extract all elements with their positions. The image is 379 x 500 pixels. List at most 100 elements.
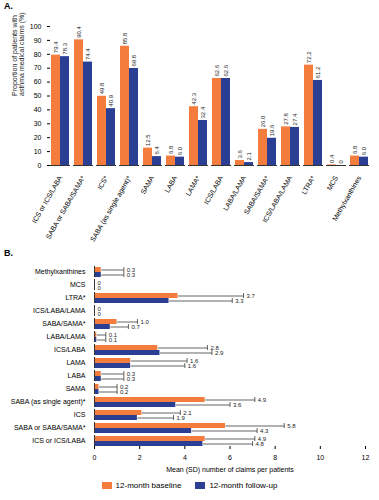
svg-text:SABA or SABA/SAMA*: SABA or SABA/SAMA* xyxy=(14,424,86,431)
svg-text:0: 0 xyxy=(338,160,344,164)
svg-text:4: 4 xyxy=(183,454,187,461)
svg-text:6.4: 6.4 xyxy=(154,146,160,155)
svg-text:4.9: 4.9 xyxy=(258,397,267,403)
svg-text:0.1: 0.1 xyxy=(109,337,118,343)
svg-text:74.4: 74.4 xyxy=(85,48,91,60)
svg-text:LABA/LAMA: LABA/LAMA xyxy=(222,174,248,211)
svg-text:LAMA*: LAMA* xyxy=(184,174,201,197)
svg-text:0.4: 0.4 xyxy=(329,154,335,163)
svg-text:ICS*: ICS* xyxy=(96,174,109,190)
svg-text:LABA/LAMA: LABA/LAMA xyxy=(47,333,86,340)
html-text:12-month follow-up: 12-month follow-up xyxy=(209,480,278,490)
svg-text:70: 70 xyxy=(34,64,42,71)
svg-text:Mean (SD) number of claims per: Mean (SD) number of claims per patients xyxy=(166,466,294,474)
svg-text:LAMA: LAMA xyxy=(66,359,85,366)
svg-text:ICS/LABA/LAMA: ICS/LABA/LAMA xyxy=(33,307,86,314)
svg-text:ICS/LABA/LAMA: ICS/LABA/LAMA xyxy=(261,174,293,223)
html-text:A.: A. xyxy=(4,1,13,11)
svg-text:80: 80 xyxy=(34,51,42,58)
svg-text:62.6: 62.6 xyxy=(223,64,229,76)
svg-text:12.5: 12.5 xyxy=(145,134,151,146)
svg-text:42.3: 42.3 xyxy=(191,92,197,104)
svg-text:LABA: LABA xyxy=(68,372,86,379)
svg-text:19.6: 19.6 xyxy=(269,124,275,136)
svg-text:ICS or ICS/LABA: ICS or ICS/LABA xyxy=(32,437,86,444)
svg-text:10: 10 xyxy=(316,454,324,461)
svg-text:6: 6 xyxy=(228,454,232,461)
svg-text:69.8: 69.8 xyxy=(131,54,137,66)
svg-text:78.3: 78.3 xyxy=(62,42,68,54)
html-text:12-month baseline: 12-month baseline xyxy=(115,480,182,490)
svg-text:26.0: 26.0 xyxy=(260,115,266,127)
svg-text:100: 100 xyxy=(30,23,42,30)
svg-text:8: 8 xyxy=(273,454,277,461)
svg-text:3.6: 3.6 xyxy=(237,149,243,158)
svg-text:27.8: 27.8 xyxy=(283,113,289,125)
svg-text:MCS: MCS xyxy=(70,281,86,288)
svg-text:ICS: ICS xyxy=(74,411,86,418)
svg-text:85.8: 85.8 xyxy=(122,32,128,44)
svg-text:SABA or SABA/SAMA*: SABA or SABA/SAMA* xyxy=(44,174,86,240)
svg-text:LTRA*: LTRA* xyxy=(65,294,85,301)
svg-text:0: 0 xyxy=(98,285,102,291)
svg-text:SABA/SAMA*: SABA/SAMA* xyxy=(242,174,271,216)
svg-text:4.8: 4.8 xyxy=(256,441,265,447)
svg-text:SABA/SAMA*: SABA/SAMA* xyxy=(42,320,85,327)
svg-text:1.6: 1.6 xyxy=(188,363,197,369)
svg-text:SAMA: SAMA xyxy=(66,385,86,392)
svg-text:50: 50 xyxy=(34,92,42,99)
svg-text:0.3: 0.3 xyxy=(126,266,136,273)
svg-text:79.4: 79.4 xyxy=(53,41,59,53)
svg-text:20: 20 xyxy=(34,134,42,141)
svg-text:Methylxanthines: Methylxanthines xyxy=(35,268,86,276)
svg-text:6.0: 6.0 xyxy=(177,146,183,155)
svg-text:5.8: 5.8 xyxy=(287,423,296,429)
svg-text:40: 40 xyxy=(34,106,42,113)
svg-text:6.0: 6.0 xyxy=(361,146,367,155)
svg-text:6.8: 6.8 xyxy=(352,145,358,154)
svg-text:3.6: 3.6 xyxy=(233,402,242,408)
svg-text:0.3: 0.3 xyxy=(127,272,136,278)
svg-text:ICS or ICS/LABA: ICS or ICS/LABA xyxy=(30,174,64,225)
svg-text:ICS/LABA: ICS/LABA xyxy=(202,174,224,205)
svg-text:6.8: 6.8 xyxy=(168,145,174,154)
svg-text:27.4: 27.4 xyxy=(292,113,298,125)
svg-text:0: 0 xyxy=(93,454,97,461)
svg-text:2: 2 xyxy=(138,454,142,461)
svg-text:72.2: 72.2 xyxy=(306,51,312,63)
svg-text:4.3: 4.3 xyxy=(260,428,269,434)
svg-text:62.6: 62.6 xyxy=(214,64,220,76)
svg-text:32.4: 32.4 xyxy=(200,106,206,118)
svg-text:LABA: LABA xyxy=(163,174,178,193)
svg-text:0.1: 0.1 xyxy=(108,331,118,338)
svg-text:12: 12 xyxy=(362,454,370,461)
svg-text:2.1: 2.1 xyxy=(246,152,252,161)
svg-text:10: 10 xyxy=(34,148,42,155)
svg-text:60: 60 xyxy=(34,78,42,85)
svg-text:0: 0 xyxy=(38,162,42,169)
svg-text:1.9: 1.9 xyxy=(177,415,186,421)
svg-text:30: 30 xyxy=(34,120,42,127)
svg-text:2.9: 2.9 xyxy=(215,350,224,356)
svg-text:3.3: 3.3 xyxy=(235,298,244,304)
svg-text:90.4: 90.4 xyxy=(76,26,82,38)
svg-text:40.9: 40.9 xyxy=(108,94,114,106)
svg-text:49.8: 49.8 xyxy=(99,82,105,94)
svg-text:0: 0 xyxy=(98,311,102,317)
html-text:B.: B. xyxy=(4,248,13,258)
svg-text:SAMA: SAMA xyxy=(139,174,155,195)
svg-text:LTRA*: LTRA* xyxy=(300,174,316,195)
svg-text:0.2: 0.2 xyxy=(120,389,129,395)
svg-text:3.7: 3.7 xyxy=(247,293,256,299)
svg-text:61.2: 61.2 xyxy=(315,66,321,78)
svg-text:MCS: MCS xyxy=(325,174,339,191)
svg-text:0.3: 0.3 xyxy=(127,376,136,382)
svg-text:SABA (as single agent)*: SABA (as single agent)* xyxy=(89,174,133,243)
svg-text:1.0: 1.0 xyxy=(140,319,149,325)
svg-text:SABA (as single agent)*: SABA (as single agent)* xyxy=(11,398,86,406)
svg-text:90: 90 xyxy=(34,37,42,44)
svg-text:Proportion of patients withast: Proportion of patients withasthma medica… xyxy=(11,12,26,96)
svg-text:0.7: 0.7 xyxy=(131,324,140,330)
svg-text:ICS/LABA: ICS/LABA xyxy=(54,346,86,353)
svg-text:Methylxanthines: Methylxanthines xyxy=(331,174,363,222)
